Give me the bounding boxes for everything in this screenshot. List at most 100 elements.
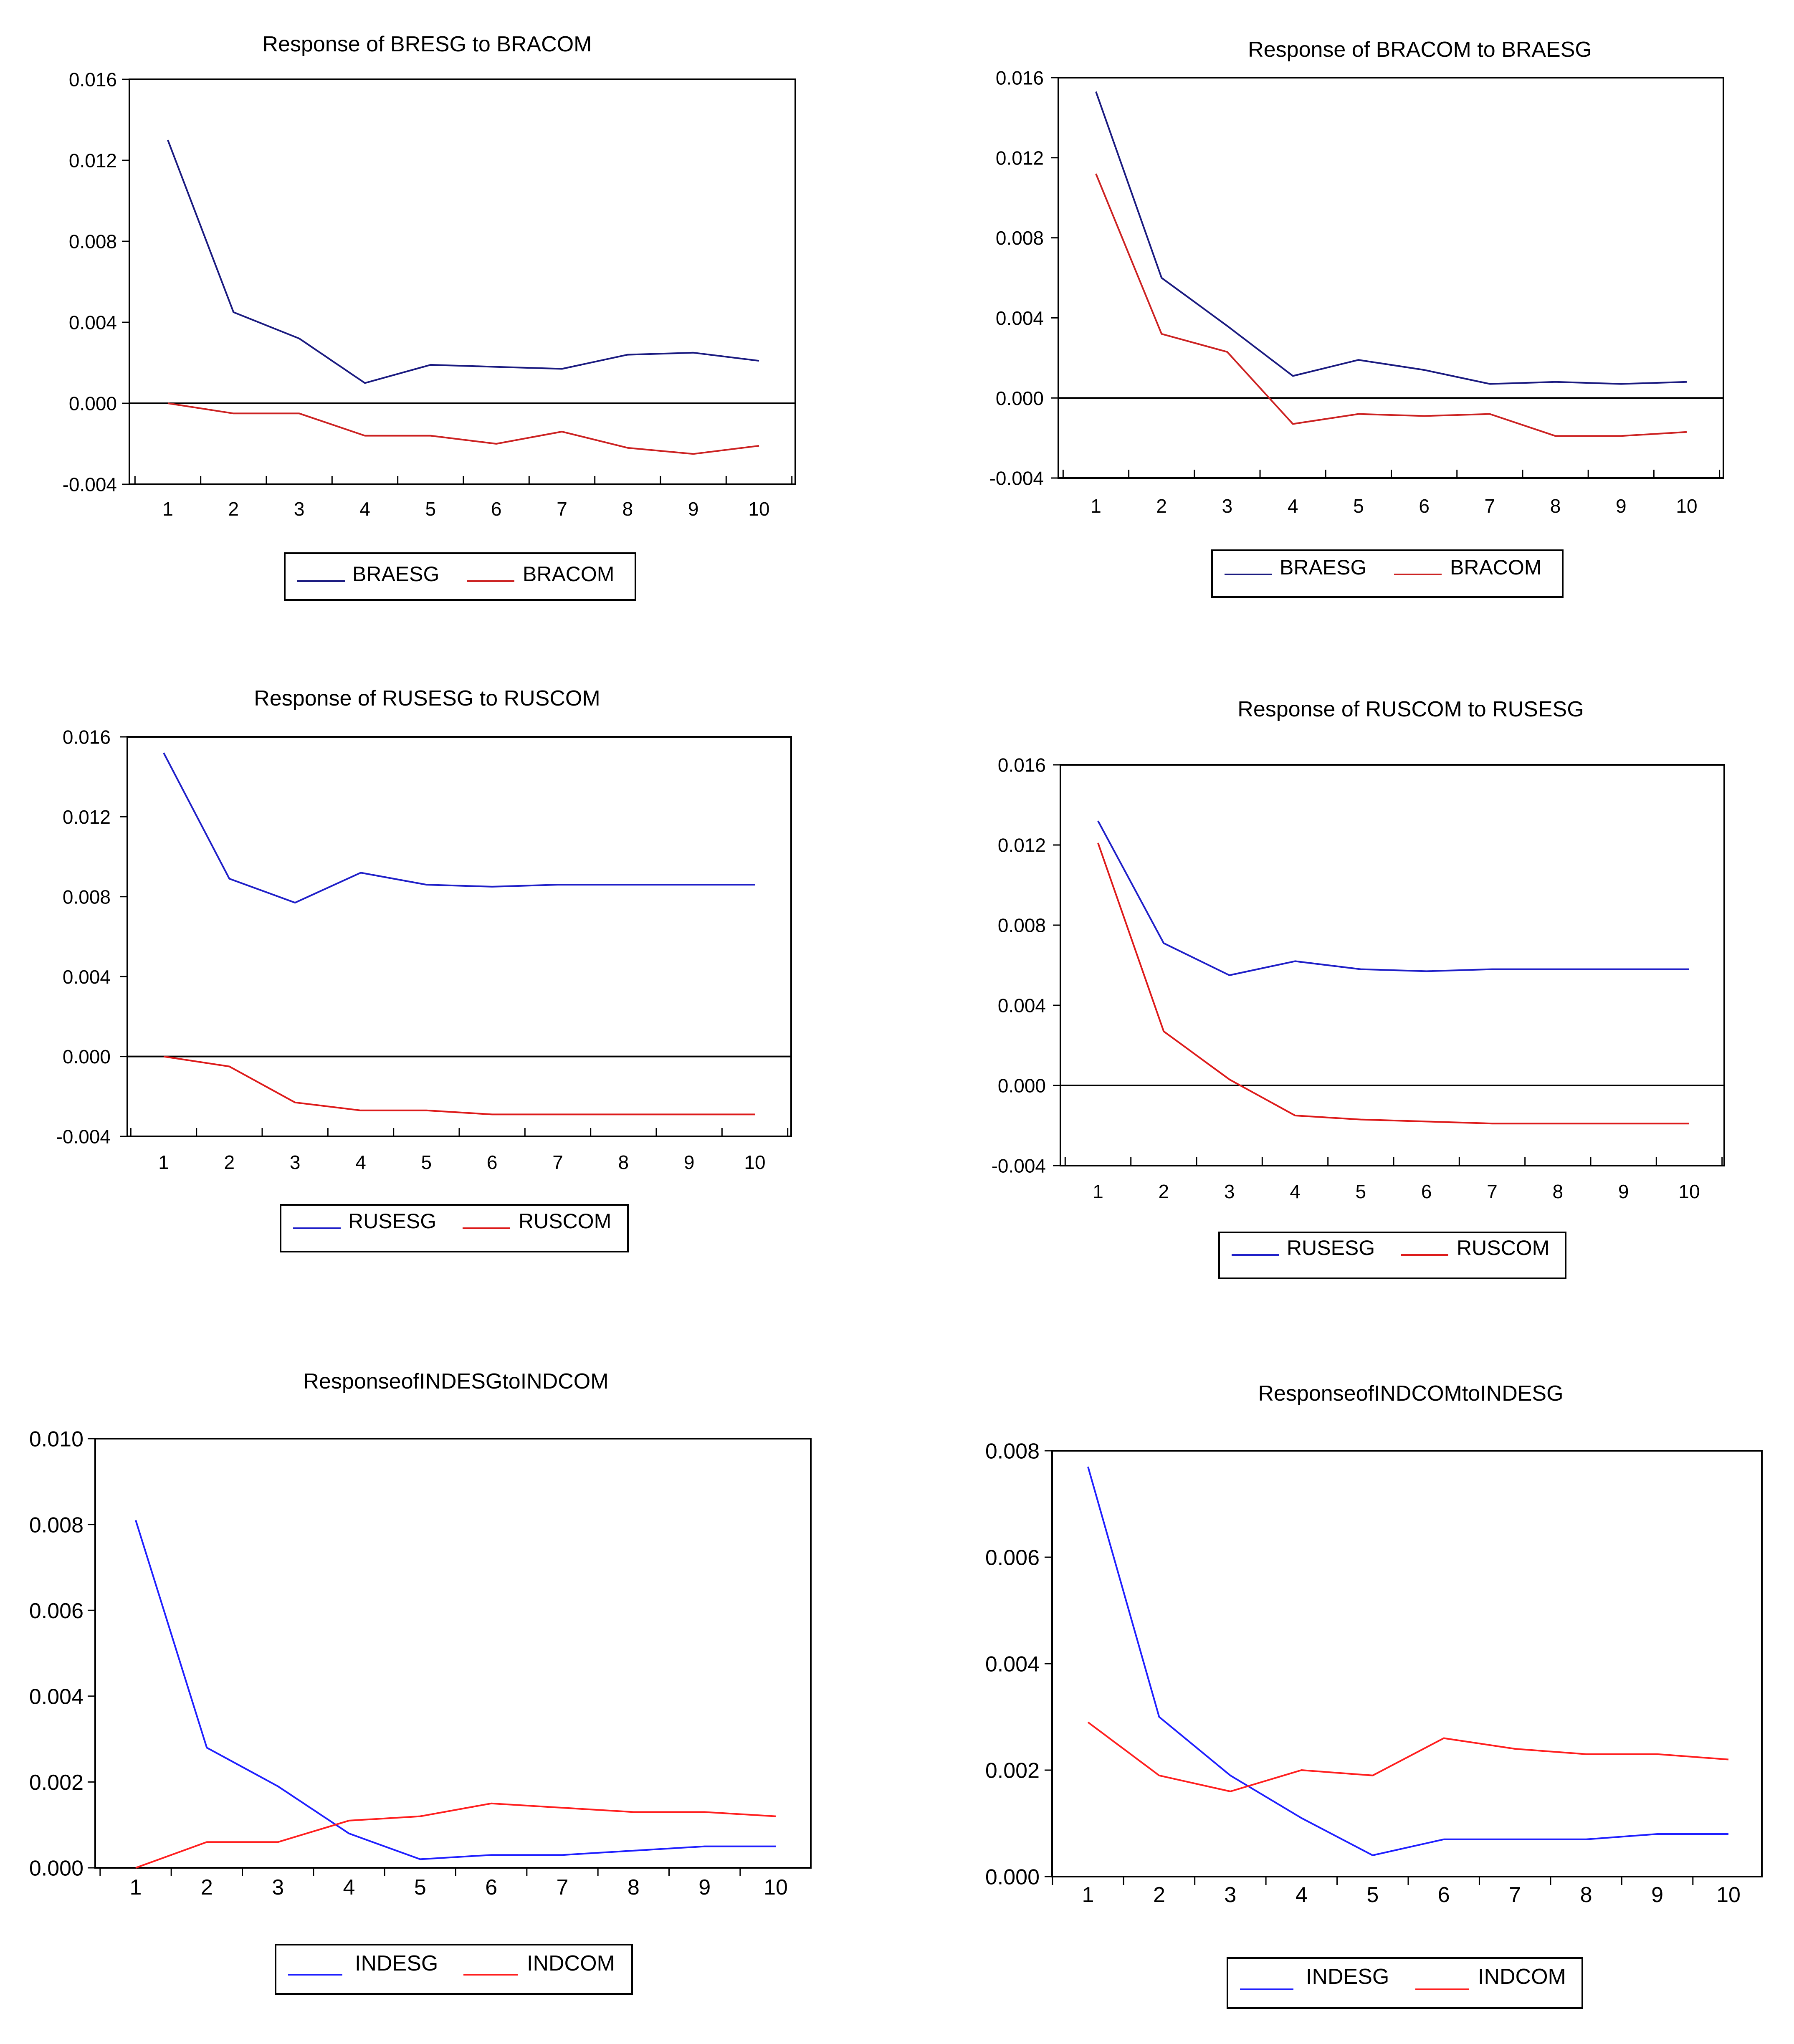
x-tick-label: 8 [628,1875,640,1900]
series-line-braesg [167,139,759,384]
series-line-rusesg [163,752,755,904]
x-tick-label: 4 [1296,1883,1308,1907]
x-tick-label: 5 [1366,1883,1379,1907]
legend-box [1227,1957,1583,2009]
x-tick-label: 6 [1421,1181,1432,1202]
x-tick-label: 10 [1676,495,1697,517]
chart-plot-area: 0.000 0.002 0.004 0.006 0.008 0.010 1 2 3 4 5 6 7 8 9 1… [29,1427,812,1900]
legend-label-series-1: INDESG [1306,1965,1389,1989]
x-tick-label: 4 [1290,1181,1301,1202]
y-tick-label: 0.000 [985,1865,1040,1890]
y-tick-label: 0.000 [69,393,117,415]
x-tick-label: 2 [1153,1883,1165,1907]
x-tick-label: 10 [764,1875,788,1900]
x-tick-label: 7 [557,1875,569,1900]
y-tick-label: 0.012 [69,150,117,172]
chart-panel: Response of RUSCOM to RUSESG -0.004 0.000… [992,697,1725,1279]
legend-label-series-2: BRACOM [1450,556,1541,579]
chart-panel: Response of RUSESG to RUSCOM -0.004 0.000… [56,686,792,1252]
x-tick-label: 9 [1651,1883,1663,1907]
series-line-ruscom [163,1055,755,1116]
x-tick-label: 6 [1438,1883,1450,1907]
chart-title: Response of RUSESG to RUSCOM [254,686,600,711]
chart-title: Response of RUSCOM to RUSESG [1237,697,1584,721]
legend-label-series-2: BRACOM [523,562,614,586]
x-tick-label: 5 [1356,1181,1366,1202]
x-tick-label: 7 [552,1151,563,1173]
chart-legend: RUSESG RUSCOM [1218,1232,1566,1279]
y-tick-label: 0.008 [69,231,117,253]
legend-label-series-2: INDCOM [1478,1965,1566,1989]
chart-legend: BRAESG BRACOM [1211,549,1564,598]
chart-legend: RUSESG RUSCOM [280,1204,629,1252]
x-tick-label: 8 [1580,1883,1592,1907]
series-line-braesg [1095,91,1687,385]
x-tick-label: 8 [1550,495,1561,517]
x-tick-label: 2 [201,1875,213,1900]
x-tick-label: 8 [1553,1181,1564,1202]
series-line-rusesg [1097,820,1689,976]
x-tick-label: 3 [290,1151,301,1173]
chart-plot-area: -0.004 0.000 0.004 0.008 0.012 0.016 1 2 3 4 5 6 7 8 9… [992,754,1725,1202]
y-tick-label: -0.004 [992,1155,1046,1177]
x-tick-label: 9 [1616,495,1627,517]
y-tick-label: 0.016 [69,69,117,91]
x-tick-label: 9 [1618,1181,1629,1202]
chart-plot-area: -0.004 0.000 0.004 0.008 0.012 0.016 1 2 3 4 5 6 7 8 9… [56,726,792,1173]
x-tick-label: 10 [748,498,769,520]
legend-label-series-2: RUSCOM [1457,1236,1549,1260]
x-tick-label: 10 [1716,1883,1741,1907]
y-tick-label: 0.012 [998,835,1046,856]
plot-frame [94,1438,812,1869]
chart-legend: INDESG INDCOM [275,1944,633,1995]
x-tick-label: 10 [744,1151,765,1173]
x-tick-label: 5 [1353,495,1364,517]
x-tick-label: 10 [1678,1181,1700,1202]
x-tick-label: 9 [684,1151,695,1173]
x-tick-label: 6 [485,1875,497,1900]
series-line-indesg [135,1520,776,1860]
x-tick-label: 9 [698,1875,711,1900]
legend-label-series-1: INDESG [355,1951,438,1976]
y-tick-label: 0.006 [29,1599,84,1623]
y-tick-label: 0.008 [63,886,111,908]
y-tick-label: 0.008 [29,1513,84,1537]
x-tick-label: 3 [1222,495,1233,517]
x-tick-label: 1 [162,498,173,520]
x-tick-label: 6 [1419,495,1430,517]
chart-plot-area: -0.004 0.000 0.004 0.008 0.012 0.016 1 2 3 4 5 6 7 8 9… [989,67,1724,517]
legend-label-series-2: INDCOM [527,1951,615,1976]
x-tick-label: 1 [1093,1181,1103,1202]
y-tick-label: 0.016 [63,726,111,748]
x-tick-label: 6 [487,1151,498,1173]
legend-label-series-1: BRAESG [1280,556,1366,579]
legend-label-series-1: RUSESG [348,1209,436,1233]
series-line-bracom [1095,173,1687,437]
y-tick-label: 0.004 [63,966,111,988]
x-tick-label: 7 [557,498,567,520]
y-tick-label: 0.004 [985,1652,1040,1677]
chart-panel: ResponseofINDCOMtoINDESG 0.000 0.002 0.004… [985,1381,1763,2009]
chart-title: ResponseofINDCOMtoINDESG [1258,1381,1563,1406]
x-tick-label: 6 [491,498,502,520]
y-tick-label: 0.012 [63,806,111,828]
y-tick-label: 0.008 [998,915,1046,936]
x-tick-label: 3 [1224,1883,1236,1907]
x-tick-label: 7 [1487,1181,1498,1202]
x-tick-label: 2 [228,498,239,520]
plot-frame [1060,764,1725,1166]
x-tick-label: 5 [414,1875,426,1900]
chart-plot-area: 0.000 0.002 0.004 0.006 0.008 1 2 3 4 5 6 7 8 9 10 [985,1439,1763,1907]
x-tick-label: 3 [294,498,305,520]
chart-legend: BRAESG BRACOM [284,552,636,601]
legend-label-series-1: BRAESG [352,562,439,586]
legend-box [275,1944,633,1995]
legend-label-series-2: RUSCOM [519,1209,611,1233]
y-tick-label: -0.004 [989,468,1044,489]
y-tick-label: 0.004 [29,1685,84,1709]
y-tick-label: 0.008 [996,227,1044,249]
y-tick-label: 0.016 [998,754,1046,776]
x-tick-label: 2 [1159,1181,1169,1202]
x-tick-label: 5 [421,1151,432,1173]
